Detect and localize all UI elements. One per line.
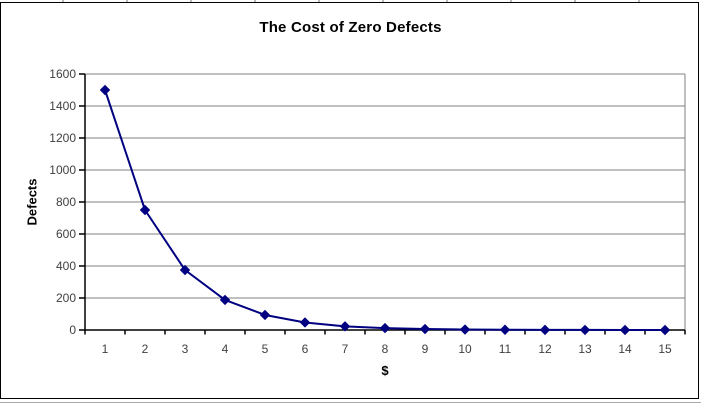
data-point-marker — [99, 84, 111, 96]
data-series-line — [104, 89, 666, 331]
x-tick-label: 10 — [458, 342, 472, 356]
x-tick-label: 2 — [142, 342, 149, 356]
chart-border — [0, 2, 699, 399]
data-point-marker — [179, 264, 191, 276]
x-tick-label: 13 — [578, 342, 592, 356]
data-point-marker — [379, 322, 391, 334]
x-tick-label: 15 — [658, 342, 672, 356]
data-point-marker — [219, 294, 231, 306]
x-axis-title: $ — [381, 363, 389, 378]
y-tick-label: 0 — [69, 323, 76, 337]
y-tick-label: 200 — [56, 291, 76, 305]
data-point-marker — [659, 324, 671, 336]
y-tick-label: 1400 — [49, 99, 76, 113]
data-point-marker — [499, 324, 511, 335]
x-tick-label: 11 — [499, 342, 512, 356]
x-tick-label: 8 — [382, 342, 389, 356]
spreadsheet-gridline-remnant-bottom — [0, 402, 701, 403]
x-tick-label: 12 — [538, 342, 552, 356]
x-tick-label: 5 — [262, 342, 269, 356]
x-tick-label: 7 — [342, 342, 349, 356]
x-tick-label: 14 — [618, 342, 632, 356]
y-tick-label: 1600 — [49, 67, 76, 81]
data-point-marker — [459, 324, 471, 335]
x-tick-label: 9 — [422, 342, 429, 356]
data-point-marker — [579, 324, 591, 336]
chart-title: The Cost of Zero Defects — [259, 19, 442, 36]
y-tick-label: 1000 — [49, 163, 76, 177]
x-tick-label: 4 — [222, 342, 229, 356]
data-point-marker — [539, 324, 551, 336]
y-tick-label: 400 — [56, 259, 76, 273]
y-tick-label: 800 — [56, 195, 76, 209]
data-point-marker — [339, 321, 351, 332]
data-point-marker — [139, 204, 151, 216]
y-tick-label: 1200 — [49, 131, 76, 145]
x-tick-label: 6 — [302, 342, 309, 356]
x-tick-label: 3 — [182, 342, 189, 356]
spreadsheet-gridline-remnant-top — [0, 0, 701, 2]
x-tick-label: 1 — [102, 342, 109, 356]
y-tick-label: 600 — [56, 227, 76, 241]
data-point-marker — [419, 323, 431, 335]
data-point-marker — [619, 324, 631, 336]
data-point-marker — [259, 309, 271, 321]
data-point-marker — [299, 317, 311, 328]
